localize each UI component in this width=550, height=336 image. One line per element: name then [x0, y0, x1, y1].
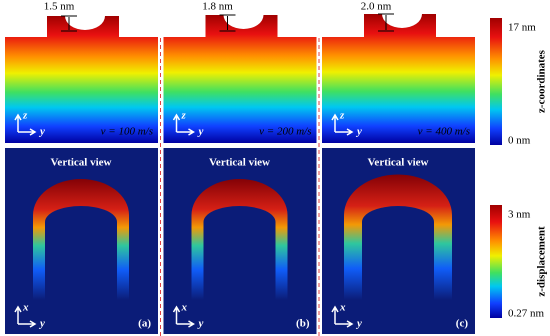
height-label: 1.8 nm: [202, 1, 233, 13]
colorbar-min: 0 nm: [508, 135, 531, 147]
axis-arrow: [14, 113, 37, 136]
colorbar-min: 0.27 nm: [508, 308, 545, 320]
colorbar: [490, 18, 502, 145]
axis-label: x: [22, 302, 29, 314]
cross-section: [163, 15, 317, 143]
axis-label: y: [197, 126, 204, 138]
height-label: 1.5 nm: [44, 1, 75, 13]
colorbar-title: z-displacement: [536, 226, 548, 297]
height-marker: [219, 14, 236, 32]
panel-label: (c): [456, 318, 469, 330]
axis-arrow: [172, 113, 195, 136]
height-label: 2.0 nm: [361, 1, 392, 13]
colorbar-title: z-coordinates: [536, 49, 548, 113]
axis-label: z: [181, 110, 187, 122]
panel-label: (a): [138, 318, 151, 330]
view-label: Vertical view: [51, 157, 112, 169]
axis-label: x: [181, 302, 188, 314]
groove: [362, 206, 434, 334]
cross-section: [5, 16, 158, 143]
colorbar: [490, 205, 502, 318]
cross-section: [322, 14, 475, 143]
speed-label: v = 100 m/s: [101, 126, 153, 138]
groove: [203, 206, 276, 334]
height-marker: [61, 15, 77, 32]
panel-label: (b): [296, 318, 310, 330]
axis-arrow: [331, 305, 354, 328]
axis-arrow: [172, 305, 195, 328]
axis-label: x: [339, 302, 346, 314]
axis-label: y: [38, 318, 45, 330]
axis-label: z: [22, 110, 28, 122]
speed-label: v = 200 m/s: [259, 126, 311, 138]
height-marker: [378, 13, 394, 32]
axis-label: y: [38, 126, 45, 138]
view-label: Vertical view: [209, 157, 270, 169]
groove: [45, 206, 117, 334]
axis-arrow: [331, 113, 354, 136]
colorbar-max: 3 nm: [508, 209, 531, 221]
axis-arrow: [14, 305, 37, 328]
axis-label: z: [339, 110, 345, 122]
axis-label: y: [197, 318, 204, 330]
axis-label: y: [355, 126, 362, 138]
speed-label: v = 400 m/s: [418, 126, 470, 138]
view-label: Vertical view: [368, 157, 429, 169]
axis-label: y: [355, 318, 362, 330]
colorbar-max: 17 nm: [508, 22, 536, 34]
